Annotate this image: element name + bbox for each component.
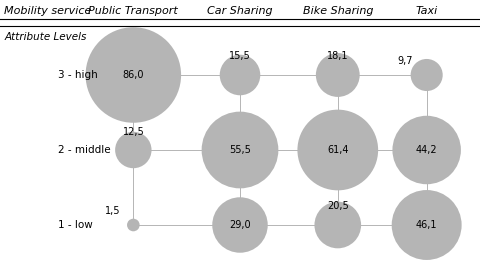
- Text: Bike Sharing: Bike Sharing: [302, 6, 373, 16]
- Point: [236, 73, 244, 77]
- Text: 1 - low: 1 - low: [58, 220, 93, 230]
- Point: [130, 223, 137, 227]
- Text: 1,5: 1,5: [105, 206, 120, 216]
- Point: [334, 223, 342, 227]
- Text: 44,2: 44,2: [416, 145, 437, 155]
- Point: [236, 148, 244, 152]
- Point: [423, 73, 431, 77]
- Text: 9,7: 9,7: [398, 56, 413, 66]
- Text: Mobility service: Mobility service: [4, 6, 92, 16]
- Point: [334, 148, 342, 152]
- Text: 86,0: 86,0: [122, 70, 144, 80]
- Point: [423, 148, 431, 152]
- Point: [423, 223, 431, 227]
- Text: 3 - high: 3 - high: [58, 70, 97, 80]
- Point: [334, 73, 342, 77]
- Text: 29,0: 29,0: [229, 220, 251, 230]
- Text: Car Sharing: Car Sharing: [207, 6, 273, 16]
- Text: Public Transport: Public Transport: [88, 6, 178, 16]
- Text: 55,5: 55,5: [229, 145, 251, 155]
- Text: Taxi: Taxi: [416, 6, 438, 16]
- Text: 61,4: 61,4: [327, 145, 348, 155]
- Point: [130, 148, 137, 152]
- Point: [130, 73, 137, 77]
- Text: 15,5: 15,5: [229, 52, 251, 62]
- Point: [236, 223, 244, 227]
- Text: 20,5: 20,5: [327, 201, 348, 211]
- Text: Attribute Levels: Attribute Levels: [4, 32, 87, 42]
- Text: 12,5: 12,5: [122, 127, 144, 137]
- Text: 2 - middle: 2 - middle: [58, 145, 110, 155]
- Text: 18,1: 18,1: [327, 52, 348, 62]
- Text: 46,1: 46,1: [416, 220, 437, 230]
